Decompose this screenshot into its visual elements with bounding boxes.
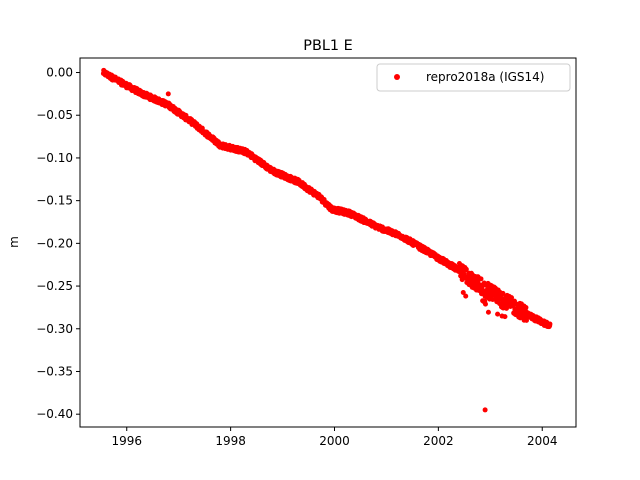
legend: repro2018a (IGS14) (376, 63, 571, 92)
y-tick-label: −0.40 (36, 407, 73, 421)
y-tick-label: −0.10 (36, 151, 73, 165)
y-tick-label: −0.30 (36, 322, 73, 336)
data-point-outlier (165, 91, 171, 97)
y-axis-label: m (7, 236, 21, 248)
data-point (478, 276, 484, 282)
x-tick-label: 2000 (319, 434, 350, 448)
data-point (523, 305, 529, 311)
data-point (460, 289, 466, 295)
x-tick-label: 1998 (215, 434, 246, 448)
y-tick-label: 0.00 (46, 66, 73, 80)
x-tick-label: 2002 (423, 434, 454, 448)
legend-box (376, 63, 571, 92)
y-tick-label: −0.05 (36, 108, 73, 122)
data-point-outlier (482, 407, 488, 413)
y-tick-label: −0.20 (36, 236, 73, 250)
data-point (547, 321, 553, 327)
data-point (463, 293, 469, 299)
chart-title: PBL1 E (303, 38, 352, 54)
data-point (463, 266, 469, 272)
y-tick-label: −0.25 (36, 279, 73, 293)
x-tick-label: 1996 (111, 434, 142, 448)
y-tick-label: −0.15 (36, 194, 73, 208)
data-point (517, 315, 523, 321)
y-tick-label: −0.35 (36, 364, 73, 378)
data-point (485, 309, 491, 315)
legend-label: repro2018a (IGS14) (426, 70, 544, 84)
x-axis: 1996 1998 2000 2002 2004 (111, 427, 558, 448)
plot-frame (79, 57, 577, 428)
data-point (482, 301, 488, 307)
data-point (502, 314, 508, 320)
legend-marker (394, 74, 400, 80)
data-point (509, 295, 515, 301)
data-point (495, 311, 501, 317)
x-tick-label: 2004 (527, 434, 558, 448)
y-axis: 0.00 −0.05 −0.10 −0.15 −0.20 −0.25 −0.30 −0.35 −… (36, 66, 80, 421)
series-repro2018a (100, 67, 553, 413)
